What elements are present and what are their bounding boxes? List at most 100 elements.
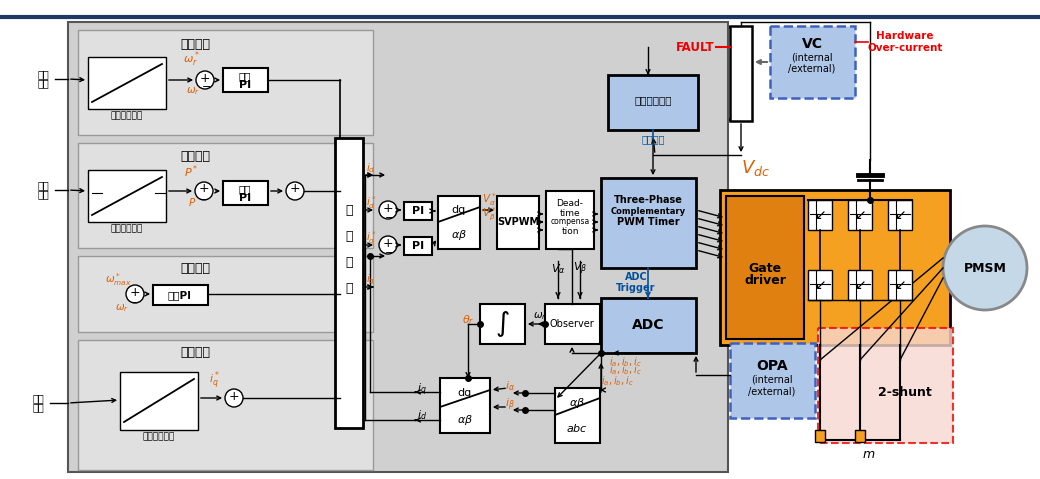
Text: 速度: 速度	[239, 71, 252, 81]
Text: VC: VC	[802, 37, 823, 51]
Text: $i_d$: $i_d$	[366, 161, 375, 175]
Bar	[335, 138, 363, 428]
Text: $i_\alpha$: $i_\alpha$	[505, 379, 515, 393]
Circle shape	[196, 182, 213, 200]
Text: +: +	[290, 182, 301, 195]
Bar	[88, 57, 166, 109]
Text: $\omega_r$: $\omega_r$	[186, 85, 200, 97]
Text: $i_a,i_b,i_c$: $i_a,i_b,i_c$	[600, 374, 633, 388]
Text: $i_q$: $i_q$	[366, 273, 375, 287]
Bar	[440, 378, 490, 433]
Text: $i_\beta$: $i_\beta$	[505, 397, 515, 413]
Bar	[815, 430, 825, 442]
Circle shape	[126, 285, 144, 303]
Bar	[855, 430, 865, 442]
Text: 设定: 设定	[37, 69, 49, 79]
Bar	[438, 196, 480, 249]
Text: $V_\alpha^*$: $V_\alpha^*$	[482, 192, 496, 208]
Text: 功率控制: 功率控制	[180, 149, 210, 162]
Bar	[404, 202, 432, 220]
Text: 选: 选	[345, 255, 353, 269]
Text: $\omega_r^*$: $\omega_r^*$	[183, 49, 200, 69]
Text: $i_a, i_b, i_c$: $i_a, i_b, i_c$	[608, 363, 642, 377]
Text: tion: tion	[562, 227, 578, 236]
Text: $\omega_r$: $\omega_r$	[115, 302, 129, 314]
Bar	[153, 285, 208, 305]
Text: Hardware: Hardware	[877, 31, 934, 41]
Text: (internal: (internal	[791, 52, 833, 62]
Text: Over-current: Over-current	[867, 43, 942, 53]
Text: 设定: 设定	[32, 393, 44, 403]
Text: $\int$: $\int$	[495, 309, 510, 339]
Bar	[808, 200, 832, 230]
Text: $\alpha\beta$: $\alpha\beta$	[457, 413, 473, 427]
Text: $\omega_{max}^*$: $\omega_{max}^*$	[105, 272, 131, 288]
Bar	[78, 143, 373, 248]
Bar	[848, 270, 872, 300]
Bar	[726, 196, 804, 339]
Bar	[223, 181, 268, 205]
Text: time: time	[560, 208, 580, 217]
Text: $i_d$: $i_d$	[417, 408, 427, 422]
Bar	[730, 26, 752, 121]
Bar	[223, 68, 268, 92]
Text: −: −	[203, 82, 212, 92]
Text: 转速: 转速	[37, 78, 49, 88]
Text: ↙: ↙	[854, 208, 866, 222]
Bar	[608, 75, 698, 130]
Text: 限速PI: 限速PI	[168, 290, 192, 300]
Text: PI: PI	[412, 206, 424, 216]
Bar	[497, 196, 539, 249]
Text: SVPWM: SVPWM	[497, 217, 539, 227]
Text: Gate: Gate	[749, 262, 782, 274]
Bar	[68, 22, 728, 472]
Text: 扭矩控制: 扭矩控制	[180, 346, 210, 360]
Text: $V_\alpha$: $V_\alpha$	[551, 262, 566, 276]
Text: 式: 式	[345, 229, 353, 242]
Bar	[78, 30, 373, 135]
Text: $\alpha\beta$: $\alpha\beta$	[569, 396, 586, 410]
Text: ADC: ADC	[631, 318, 665, 332]
Text: ↙: ↙	[814, 278, 826, 292]
Text: Trigger: Trigger	[617, 283, 656, 293]
Text: +: +	[199, 182, 209, 195]
Text: ↙: ↙	[894, 278, 906, 292]
Text: $m$: $m$	[862, 448, 876, 461]
Text: 设定: 设定	[37, 180, 49, 190]
Text: 紧急停机单元: 紧急停机单元	[634, 95, 672, 105]
Bar	[848, 200, 872, 230]
Text: /external): /external)	[788, 63, 836, 73]
Text: (internal: (internal	[751, 375, 792, 385]
Bar	[601, 298, 696, 353]
Text: 扭矩: 扭矩	[32, 402, 44, 412]
Text: PMSM: PMSM	[964, 262, 1007, 274]
Text: 速度轨迹控制: 速度轨迹控制	[111, 112, 144, 121]
Text: PWM Timer: PWM Timer	[617, 217, 679, 227]
Bar	[546, 191, 594, 249]
Text: −: −	[385, 248, 395, 258]
Text: −: −	[130, 298, 139, 308]
Bar	[404, 237, 432, 255]
Text: ↙: ↙	[894, 208, 906, 222]
Text: $\omega_r$: $\omega_r$	[532, 310, 547, 322]
Text: compensa: compensa	[550, 217, 590, 227]
Bar	[555, 388, 600, 443]
Bar	[888, 270, 912, 300]
Text: 功率: 功率	[239, 184, 252, 194]
Text: ↙: ↙	[854, 278, 866, 292]
Circle shape	[286, 182, 304, 200]
Text: ↙: ↙	[814, 208, 826, 222]
Text: $P^*$: $P^*$	[184, 164, 199, 180]
Text: 2-shunt: 2-shunt	[878, 387, 932, 399]
Text: 扭矩轨迹控制: 扭矩轨迹控制	[142, 433, 175, 442]
Text: 限速控制: 限速控制	[180, 262, 210, 274]
Text: 紧急停机: 紧急停机	[642, 134, 665, 144]
Circle shape	[196, 71, 214, 89]
Bar	[888, 200, 912, 230]
Text: OPA: OPA	[756, 359, 788, 373]
Text: Observer: Observer	[549, 319, 595, 329]
Text: Complementary: Complementary	[610, 207, 685, 217]
Circle shape	[379, 236, 397, 254]
Circle shape	[379, 201, 397, 219]
Text: −: −	[200, 195, 209, 205]
